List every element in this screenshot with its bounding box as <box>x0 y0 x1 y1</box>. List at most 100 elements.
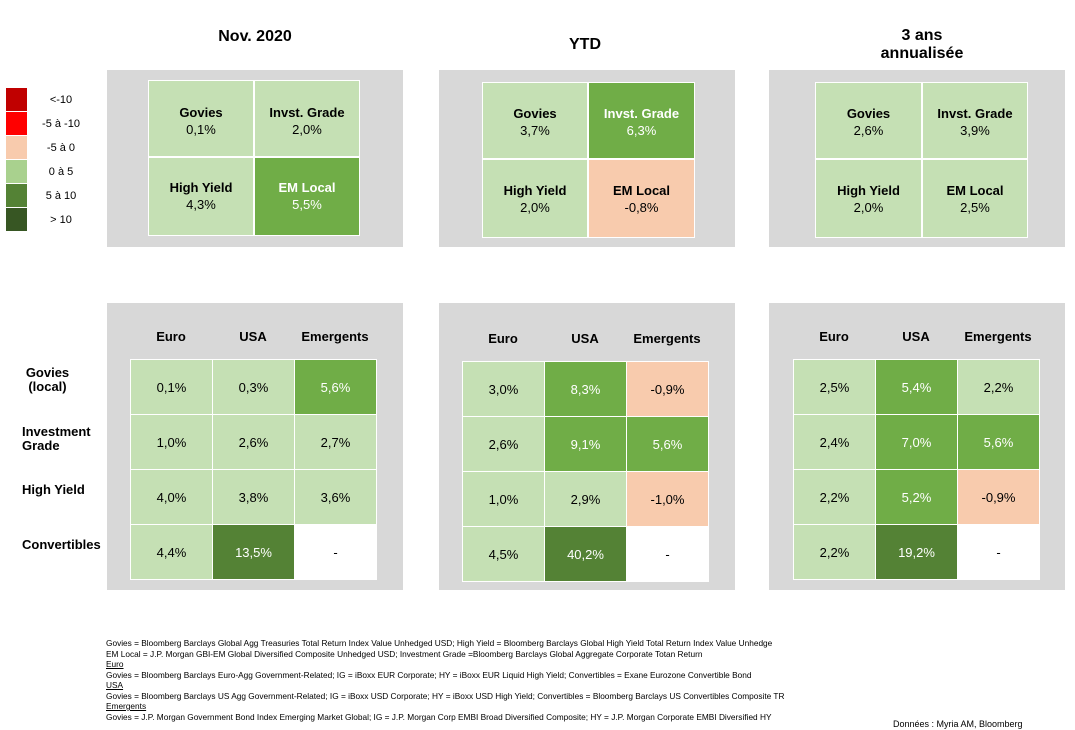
footnote-heading-euro: Euro <box>106 659 124 669</box>
top-cell-label: Invst. Grade <box>937 106 1013 121</box>
period-title-ytd: YTD <box>569 36 601 53</box>
top-cell-label: Invst. Grade <box>603 106 680 121</box>
top-cell-label: EM Local <box>946 183 1004 198</box>
footnote-line: Govies = J.P. Morgan Government Bond Ind… <box>106 711 772 722</box>
col-header-emergents: Emergents <box>301 329 369 344</box>
top-cell-label: High Yield <box>169 180 233 195</box>
top-cell-govies: Govies 3,7% <box>482 82 588 159</box>
grid-cell: 5,4% <box>875 359 958 415</box>
grid-cell: 13,5% <box>212 524 295 580</box>
legend-swatch <box>6 208 27 231</box>
grid-cell: 2,7% <box>294 414 377 470</box>
grid-cell: 2,2% <box>793 469 876 525</box>
top-cell-value: 2,6% <box>853 123 884 138</box>
grid-cell: 2,6% <box>462 416 545 472</box>
footnote-line: Govies = Bloomberg Barclays Euro-Agg Gov… <box>106 669 752 680</box>
grid-cell: 2,9% <box>544 471 627 527</box>
bottom-panel-nov-2020: Euro USA Emergents 0,1% 0,3% 5,6% 1,0% 2,6% 2,7%… <box>107 303 403 590</box>
col-header-euro: Euro <box>819 329 849 344</box>
top-cell-label: Govies <box>846 106 891 121</box>
top-cell-label: Invst. Grade <box>269 105 345 120</box>
bottom-panel-3-ans: Euro USA Emergents 2,5% 5,4% 2,2% 2,4% 7,0% 5,6%… <box>769 303 1065 590</box>
grid-cell: 3,6% <box>294 469 377 525</box>
grid-cell: 2,4% <box>793 414 876 470</box>
col-header-emergents: Emergents <box>633 331 701 346</box>
footnote-line: EM Local = J.P. Morgan GBI-EM Global Div… <box>106 648 703 659</box>
grid-cell: 0,3% <box>212 359 295 415</box>
footnote-line: Govies = Bloomberg Barclays Global Agg T… <box>106 638 773 648</box>
source-note: Données : Myria AM, Bloomberg <box>893 719 1023 729</box>
grid-cell: 4,4% <box>130 524 213 580</box>
grid-cell: 2,2% <box>957 359 1040 415</box>
grid-cell: 4,5% <box>462 526 545 582</box>
row-label-high-yield: High Yield <box>22 482 85 497</box>
top-cell-value: 2,5% <box>960 200 990 215</box>
top-cell-value: 4,3% <box>186 197 216 212</box>
top-cell-high-yield: High Yield 4,3% <box>148 157 254 236</box>
grid-cell: 1,0% <box>130 414 213 470</box>
legend-swatch <box>6 160 27 183</box>
row-label-ig-line2: Grade <box>22 438 60 453</box>
top-cell-value: -0,8% <box>624 200 659 215</box>
top-cell-govies: Govies 0,1% <box>148 80 254 157</box>
top-cell-high-yield: High Yield 2,0% <box>815 159 922 238</box>
grid-cell: -0,9% <box>957 469 1040 525</box>
grid-cell: 2,6% <box>212 414 295 470</box>
top-cell-invst-grade: Invst. Grade 3,9% <box>922 82 1028 159</box>
row-label-convertibles: Convertibles <box>22 537 101 552</box>
top-cell-em-local: EM Local 5,5% <box>254 157 360 236</box>
footnote-heading-emergents: Emergents <box>106 701 147 711</box>
grid-cell: -0,9% <box>626 361 709 417</box>
grid-cell: 2,2% <box>793 524 876 580</box>
col-header-euro: Euro <box>488 331 518 346</box>
grid-cell: 9,1% <box>544 416 627 472</box>
legend-label: > 10 <box>50 214 72 226</box>
legend-label: -5 à 0 <box>46 142 76 154</box>
top-cell-invst-grade: Invst. Grade 6,3% <box>588 82 695 159</box>
top-cell-label: EM Local <box>612 183 671 198</box>
legend-swatch <box>6 136 27 159</box>
grid-cell: 1,0% <box>462 471 545 527</box>
top-cell-label: High Yield <box>503 183 567 198</box>
legend-label: <-10 <box>49 94 73 106</box>
legend-swatch <box>6 184 27 207</box>
grid-cell: - <box>626 526 709 582</box>
legend-item: -5 à -10 <box>6 112 126 135</box>
legend-item: > 10 <box>6 208 126 231</box>
period-title-3-ans-line1: 3 ans <box>901 27 943 44</box>
top-cell-value: 3,7% <box>520 123 550 138</box>
col-header-euro: Euro <box>156 329 186 344</box>
top-cell-label: Govies <box>513 106 557 121</box>
top-cell-em-local: EM Local -0,8% <box>588 159 695 238</box>
row-label-ig-line1: Investment <box>22 424 91 439</box>
col-header-usa: USA <box>571 331 599 346</box>
legend-item: -5 à 0 <box>6 136 126 159</box>
grid-cell: 2,5% <box>793 359 876 415</box>
grid-cell: 0,1% <box>130 359 213 415</box>
legend-item: 5 à 10 <box>6 184 126 207</box>
grid-cell: 5,6% <box>957 414 1040 470</box>
footnote-heading-usa: USA <box>106 680 124 690</box>
bottom-panel-ytd: Euro USA Emergents 3,0% 8,3% -0,9% 2,6% 9,1% 5,6… <box>439 303 735 590</box>
footnotes: Govies = Bloomberg Barclays Global Agg T… <box>106 638 785 722</box>
top-cell-em-local: EM Local 2,5% <box>922 159 1028 238</box>
top-cell-value: 2,0% <box>520 200 550 215</box>
grid-cell: 40,2% <box>544 526 627 582</box>
grid-cell: - <box>957 524 1040 580</box>
grid-cell: 5,6% <box>626 416 709 472</box>
top-cell-label: EM Local <box>278 180 336 195</box>
grid-cell: 7,0% <box>875 414 958 470</box>
top-cell-value: 2,0% <box>292 122 322 137</box>
top-cell-label: High Yield <box>837 183 900 198</box>
top-cell-value: 3,9% <box>960 123 990 138</box>
legend-label: 0 à 5 <box>48 166 74 178</box>
top-panel-nov-2020: Govies 0,1% Invst. Grade 2,0% High Yield… <box>107 70 403 247</box>
row-label-govies: Govies (local) <box>25 366 70 394</box>
grid-cell: 5,2% <box>875 469 958 525</box>
top-cell-govies: Govies 2,6% <box>815 82 922 159</box>
grid-cell: 3,0% <box>462 361 545 417</box>
legend-swatch <box>6 88 27 111</box>
col-header-usa: USA <box>902 329 930 344</box>
legend-swatch <box>6 112 27 135</box>
period-title-3-ans: 3 ans annualisée <box>842 27 1002 63</box>
